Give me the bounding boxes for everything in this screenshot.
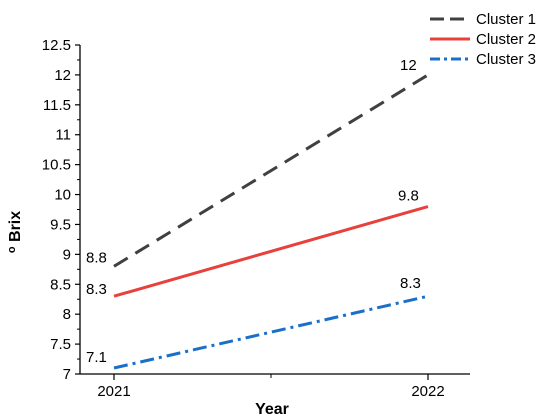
y-tick-label: 9 (63, 246, 71, 263)
y-axis-title-text: Brix (7, 211, 24, 247)
series-lines (113, 73, 429, 370)
data-label: 8.3 (400, 275, 421, 292)
y-tick-label: 8 (63, 306, 71, 323)
y-tick-label: 11.5 (43, 97, 71, 114)
y-tick-label: 7 (63, 366, 71, 383)
legend-label-2: Cluster 2 (476, 31, 536, 48)
y-tick-label: 9.5 (50, 216, 71, 233)
y-axis-title: o Brix (6, 211, 24, 253)
x-axis-title: Year (255, 401, 289, 418)
y-tick-label: 12 (54, 67, 71, 84)
y-tick-label: 10 (54, 187, 71, 204)
axes: 7 7.5 8 8.5 9 9.5 10 10.5 11 11.5 12 12.5 2021 2022 (42, 37, 470, 400)
data-label: 9.8 (398, 188, 419, 205)
y-tick-label: 8.5 (50, 276, 71, 293)
x-tick-label: 2022 (411, 383, 444, 400)
legend-label-3: Cluster 3 (476, 51, 536, 68)
data-label: 8.8 (86, 249, 107, 266)
svg-text:o Brix: o Brix (6, 211, 24, 253)
y-tick-label: 10.5 (42, 157, 71, 174)
data-label: 8.3 (86, 281, 107, 298)
series-line-3 (113, 294, 429, 370)
y-tick-label: 12.5 (42, 37, 71, 54)
y-tick-label: 11 (55, 127, 71, 144)
legend-label-1: Cluster 1 (476, 11, 536, 28)
data-label: 12 (400, 57, 417, 74)
series-line-1 (113, 73, 429, 268)
data-label: 7.1 (86, 349, 107, 366)
legend: Cluster 1 Cluster 2 Cluster 3 (430, 11, 536, 68)
y-tick-label: 7.5 (50, 336, 71, 353)
data-labels: 8.8 12 8.3 9.8 7.1 8.3 (86, 57, 421, 366)
y-axis-title-superscript: o (6, 246, 18, 253)
series-line-2 (113, 205, 429, 298)
x-tick-label: 2021 (97, 383, 130, 400)
